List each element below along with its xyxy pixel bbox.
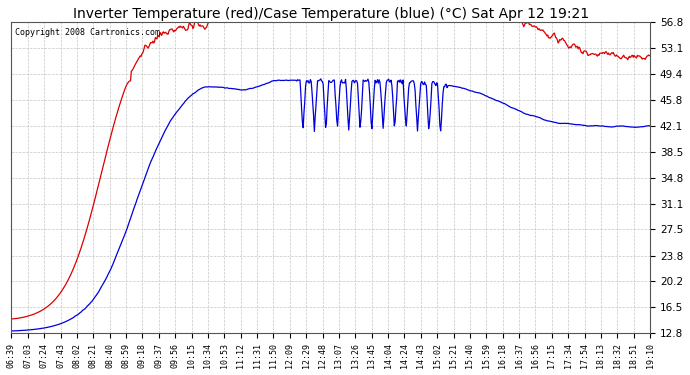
Text: Copyright 2008 Cartronics.com: Copyright 2008 Cartronics.com (14, 28, 159, 38)
Title: Inverter Temperature (red)/Case Temperature (blue) (°C) Sat Apr 12 19:21: Inverter Temperature (red)/Case Temperat… (72, 7, 589, 21)
